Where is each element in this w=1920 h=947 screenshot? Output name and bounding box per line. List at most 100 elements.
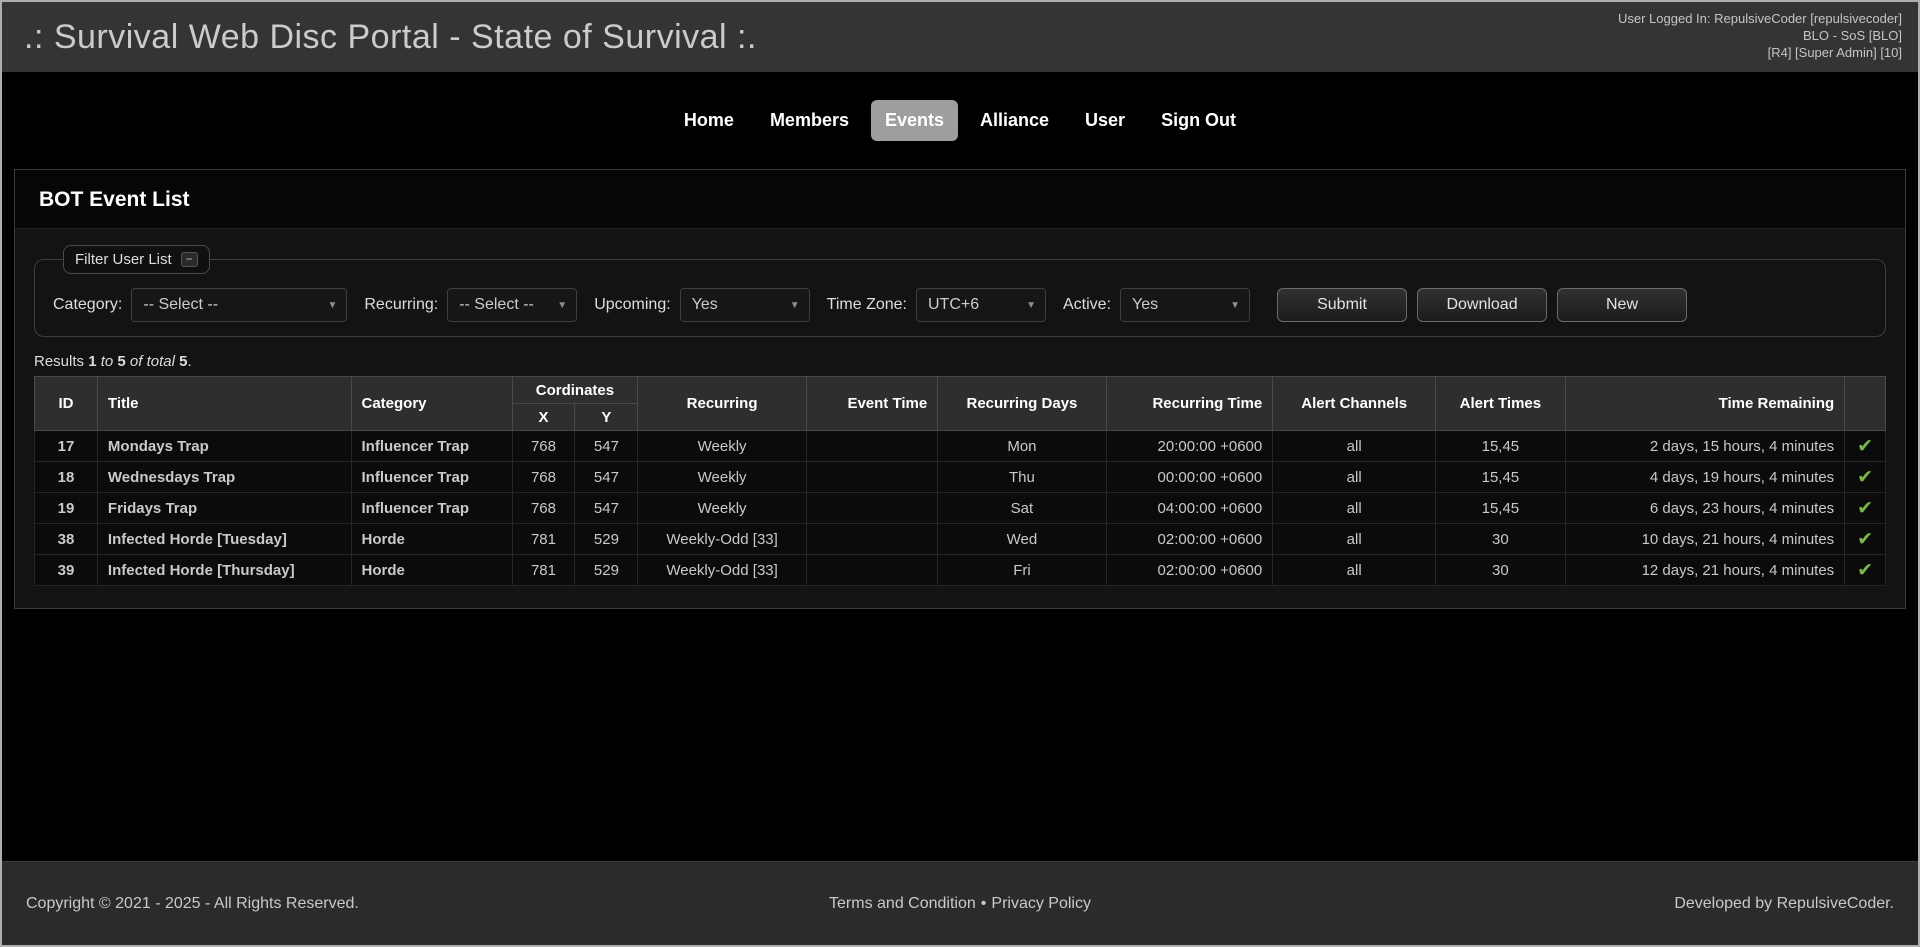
cell-alert-times: 15,45 [1435,430,1566,462]
active-check-icon[interactable]: ✔ [1857,466,1874,488]
upcoming-label: Upcoming: [594,296,671,313]
cell-time-remaining: 6 days, 23 hours, 4 minutes [1564,492,1846,524]
active-filter-select[interactable]: Yes ▼ [1120,288,1251,322]
nav-item-signout[interactable]: Sign Out [1161,110,1237,130]
cell-event-time [805,492,939,524]
cell-event-time [805,461,939,493]
chevron-down-icon: ▼ [789,299,800,311]
cell-alert-channels: all [1272,461,1437,493]
cell-recurring-days: Thu [937,461,1107,493]
cell-recurring: Weekly [637,492,807,524]
bot-event-list-panel: BOT Event List Filter User List − Catego… [14,169,1906,609]
timezone-filter-select[interactable]: UTC+6 ▼ [916,288,1046,322]
nav-item-alliance[interactable]: Alliance [980,110,1050,130]
active-check-icon[interactable]: ✔ [1857,497,1874,519]
cell-alert-times: 15,45 [1435,492,1566,524]
upcoming-selected-value: Yes [691,296,718,313]
category-field: Category: -- Select -- ▼ [53,288,348,322]
upcoming-field: Upcoming: Yes ▼ [594,288,810,322]
header-id: ID [34,376,98,431]
cell-recurring: Weekly-Odd [33] [637,523,807,555]
chevron-down-icon: ▼ [1026,299,1036,311]
cell-recurring-time: 04:00:00 +0600 [1105,492,1274,524]
privacy-link[interactable]: Privacy Policy [991,894,1091,912]
cell-category: Horde [350,523,513,555]
results-total: 5 [179,353,188,370]
header-title: Title [96,376,352,431]
cell-recurring-time: 02:00:00 +0600 [1105,554,1274,586]
cell-time-remaining: 4 days, 19 hours, 4 minutes [1564,461,1846,493]
header-alert-channels: Alert Channels [1272,376,1437,431]
cell-title: Infected Horde [Tuesday] [96,523,352,555]
chevron-down-icon: ▼ [327,299,338,311]
rank-line: [R4] [Super Admin] [10] [1767,45,1902,60]
header-recurring-days: Recurring Days [937,376,1107,431]
cell-alert-times: 15,45 [1435,461,1566,493]
cell-title: Mondays Trap [96,430,352,462]
top-header-bar: .: Survival Web Disc Portal - State of S… [2,2,1918,72]
cell-id: 19 [34,492,98,524]
cell-event-time [805,523,939,555]
cell-id: 39 [34,554,98,586]
event-table-body: 17 Mondays Trap Influencer Trap 768 547 Weekl… [34,430,1886,586]
recurring-filter-select[interactable]: -- Select -- ▼ [447,288,578,322]
header-category: Category [350,376,513,431]
event-table: ID Title Category Cordinates Recurring E… [34,376,1886,586]
terms-link[interactable]: Terms and Condition [829,894,976,912]
cell-category: Horde [350,554,513,586]
filter-fieldset: Filter User List − Category: -- Select -… [34,245,1886,337]
page-title: BOT Event List [39,188,190,211]
nav-item-members[interactable]: Members [769,110,849,130]
category-filter-select[interactable]: -- Select -- ▼ [131,288,348,322]
alliance-line: BLO - SoS [BLO] [1803,28,1902,43]
cell-x: 768 [511,492,576,524]
recurring-selected-value: -- Select -- [459,296,534,313]
active-check-icon[interactable]: ✔ [1857,559,1874,581]
header-event-time: Event Time [805,376,939,431]
category-label: Category: [53,296,123,313]
timezone-selected-value: UTC+6 [928,296,980,313]
cell-recurring-days: Sat [937,492,1107,524]
new-button[interactable]: New [1557,288,1688,322]
event-table-header: ID Title Category Cordinates Recurring E… [34,376,1886,431]
header-recurring-time: Recurring Time [1105,376,1274,431]
results-period: . [187,353,192,370]
nav-item-home[interactable]: Home [683,110,734,130]
cell-category: Influencer Trap [350,430,513,462]
submit-button[interactable]: Submit [1277,288,1408,322]
cell-x: 781 [511,523,576,555]
header-alert-times: Alert Times [1435,376,1566,431]
cell-active: ✔ [1844,492,1886,524]
header-time-remaining: Time Remaining [1564,376,1846,431]
cell-time-remaining: 2 days, 15 hours, 4 minutes [1564,430,1846,462]
results-summary: Results 1 to 5 of total 5. [34,353,1886,370]
active-selected-value: Yes [1132,296,1159,313]
chevron-down-icon: ▼ [557,299,568,311]
results-to-word: to [100,353,114,370]
cell-id: 38 [34,523,98,555]
cell-recurring-days: Wed [937,523,1107,555]
header-recurring: Recurring [637,376,807,431]
active-check-icon[interactable]: ✔ [1857,528,1874,550]
timezone-field: Time Zone: UTC+6 ▼ [827,288,1046,322]
collapse-filter-icon[interactable]: − [180,252,198,267]
cell-x: 768 [511,461,576,493]
footer-links: Terms and Condition • Privacy Policy [829,895,1091,913]
cell-active: ✔ [1844,430,1886,462]
active-check-icon[interactable]: ✔ [1857,435,1874,457]
footer: Copyright © 2021 - 2025 - All Rights Res… [2,861,1918,945]
table-row: 39 Infected Horde [Thursday] Horde 781 529 We… [34,554,1886,586]
nav-item-events[interactable]: Events [870,100,958,141]
results-to: 5 [117,353,126,370]
active-label: Active: [1063,296,1112,313]
download-button[interactable]: Download [1417,288,1548,322]
timezone-label: Time Zone: [826,296,907,313]
cell-time-remaining: 10 days, 21 hours, 4 minutes [1564,523,1846,555]
nav-item-user[interactable]: User [1085,110,1126,130]
cell-recurring-time: 02:00:00 +0600 [1105,523,1274,555]
cell-event-time [805,430,939,462]
filter-row: Category: -- Select -- ▼ Recurring: -- S… [47,282,1873,322]
chevron-down-icon: ▼ [1230,299,1241,311]
results-prefix: Results [34,353,85,370]
upcoming-filter-select[interactable]: Yes ▼ [679,288,810,322]
